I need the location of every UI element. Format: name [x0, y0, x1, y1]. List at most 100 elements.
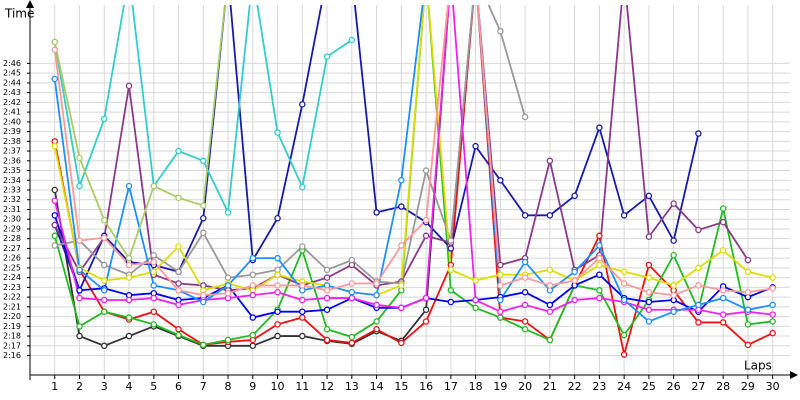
data-point	[299, 308, 306, 315]
data-point	[695, 130, 702, 137]
data-point	[719, 311, 727, 318]
x-tick-label: 25	[642, 380, 656, 393]
data-point	[620, 212, 628, 219]
data-point	[546, 212, 554, 219]
data-point	[373, 318, 380, 325]
data-point	[546, 157, 554, 165]
x-tick-label: 22	[568, 380, 582, 393]
data-point	[596, 254, 603, 262]
data-point	[769, 301, 776, 309]
data-point	[422, 306, 430, 314]
data-point	[422, 294, 430, 302]
data-point	[546, 308, 554, 315]
x-tick-label: 27	[691, 380, 705, 393]
data-point	[769, 318, 776, 325]
data-point	[274, 271, 281, 278]
data-point	[175, 325, 182, 333]
data-point	[150, 308, 158, 315]
data-point	[719, 294, 727, 302]
data-point	[571, 192, 578, 200]
data-point	[101, 216, 108, 224]
data-point	[125, 82, 133, 90]
data-point	[645, 261, 653, 269]
data-point	[323, 287, 331, 294]
x-tick-label: 16	[419, 380, 433, 393]
data-point	[200, 202, 207, 209]
data-point	[398, 282, 405, 289]
data-point	[348, 280, 356, 287]
data-point	[175, 331, 182, 339]
y-tick-label: 2:19	[3, 322, 21, 331]
data-point	[719, 205, 727, 212]
x-arrow	[790, 371, 798, 379]
x-tick-label: 10	[271, 380, 285, 393]
y-tick-label: 2:46	[3, 59, 21, 68]
data-point	[200, 341, 207, 349]
data-point	[76, 332, 83, 340]
data-point	[398, 203, 405, 210]
data-point	[447, 245, 455, 252]
data-point	[150, 258, 158, 266]
data-point	[620, 268, 628, 276]
x-tick-label: 15	[394, 380, 408, 393]
data-point	[546, 336, 554, 344]
data-point	[175, 287, 182, 294]
data-point	[744, 306, 752, 314]
data-point	[348, 294, 356, 302]
data-point	[299, 296, 306, 304]
data-point	[472, 142, 479, 150]
data-point	[497, 314, 504, 321]
data-point	[472, 277, 479, 284]
y-tick-label: 2:36	[3, 156, 21, 165]
y-arrow	[26, 0, 34, 8]
y-tick-label: 2:35	[3, 166, 21, 175]
data-point	[175, 194, 182, 202]
data-point	[645, 192, 653, 200]
data-point	[323, 325, 331, 333]
x-tick-label: 1	[51, 380, 58, 393]
y-tick-label: 2:30	[3, 215, 21, 224]
data-point	[596, 294, 603, 302]
y-axis-title: Time	[4, 7, 34, 21]
data-point	[101, 342, 108, 350]
data-point	[51, 197, 59, 204]
data-point	[620, 280, 628, 287]
data-point	[546, 301, 554, 309]
data-point	[521, 212, 529, 219]
y-tick-label: 2:21	[3, 302, 21, 311]
y-tick-label: 2:38	[3, 137, 21, 146]
y-tick-label: 2:29	[3, 224, 21, 233]
data-point	[323, 336, 331, 344]
x-tick-label: 26	[667, 380, 681, 393]
data-point	[620, 296, 628, 304]
data-point	[571, 296, 578, 304]
data-point	[125, 332, 133, 340]
data-point	[695, 282, 702, 289]
data-point	[546, 266, 554, 274]
data-point	[744, 341, 752, 349]
data-point	[695, 301, 702, 309]
data-point	[323, 294, 331, 302]
data-point	[596, 261, 603, 269]
data-point	[719, 247, 727, 254]
data-point	[670, 200, 677, 207]
data-point	[299, 332, 306, 340]
data-point	[447, 287, 455, 294]
series-line	[53, 5, 773, 297]
data-point	[719, 287, 727, 294]
data-point	[323, 274, 331, 281]
data-point	[472, 304, 479, 312]
data-point	[125, 182, 133, 190]
x-axis-title: Laps	[744, 359, 772, 373]
data-point	[299, 282, 306, 289]
y-tick-label: 2:18	[3, 332, 21, 341]
data-point	[249, 314, 257, 321]
y-tick-label: 2:31	[3, 205, 21, 214]
data-point	[769, 311, 776, 318]
data-point	[101, 296, 108, 304]
data-point	[274, 288, 281, 296]
data-point	[175, 301, 182, 309]
data-point	[224, 289, 232, 297]
x-tick-label: 11	[295, 380, 309, 393]
x-tick-label: 2	[76, 380, 83, 393]
